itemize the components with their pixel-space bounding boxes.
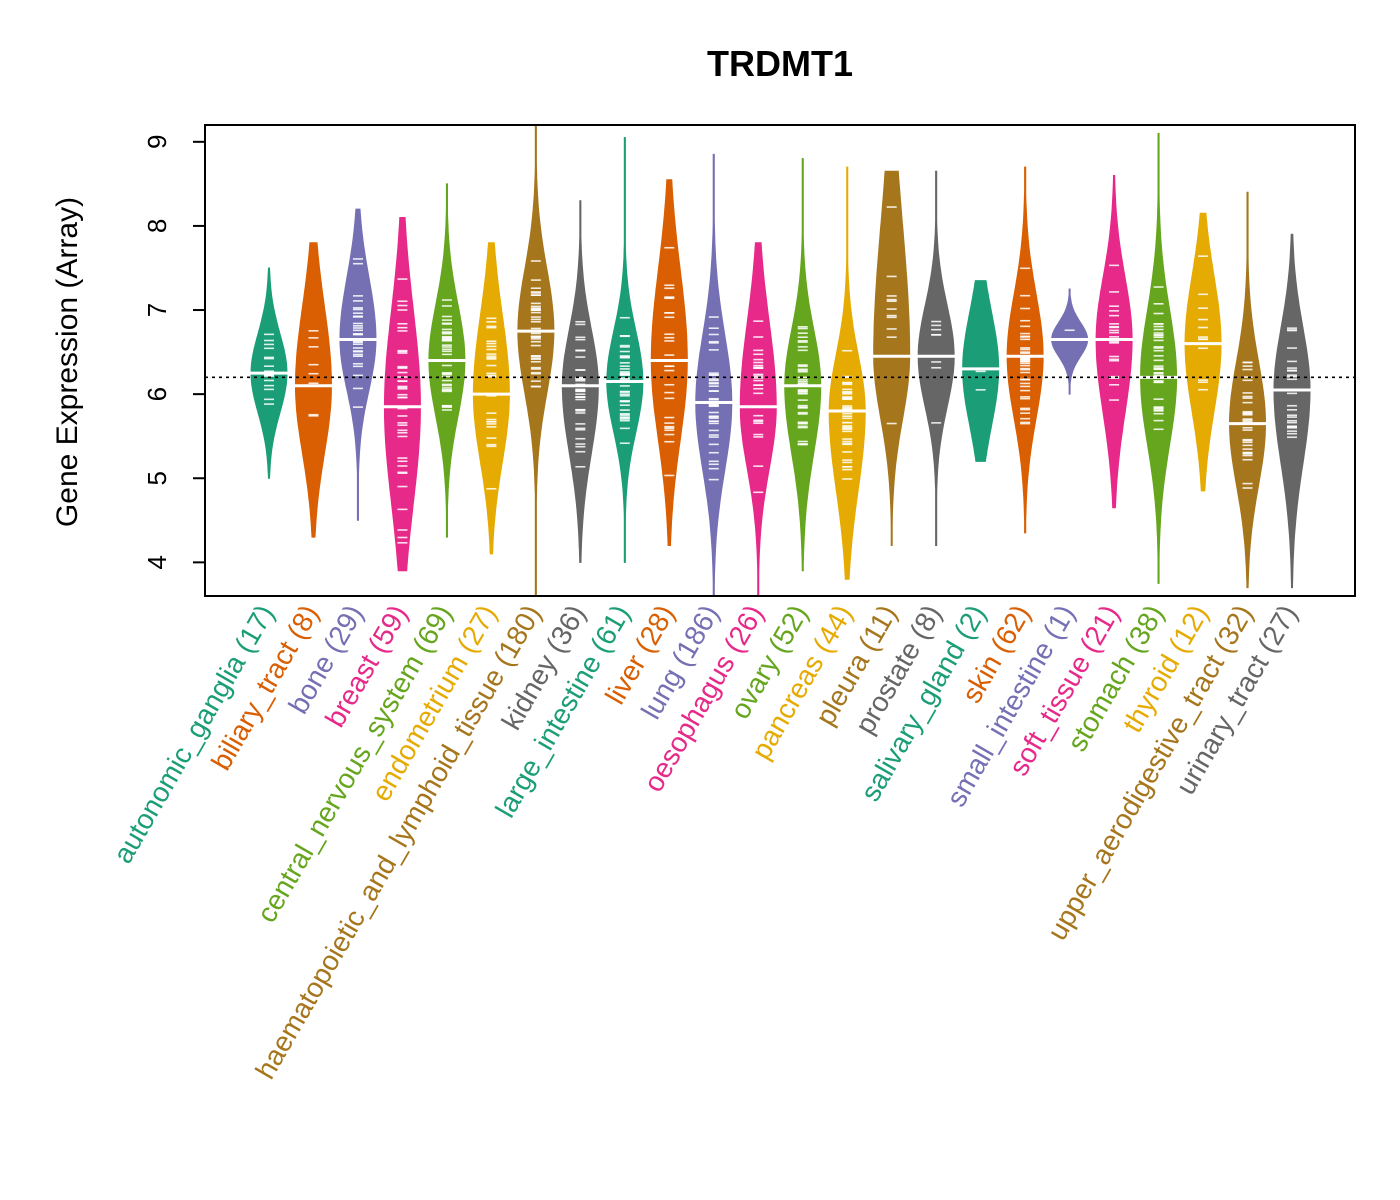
- violin-layer: [250, 124, 1311, 597]
- violin-pleura: [872, 170, 911, 546]
- y-tick-label: 5: [142, 471, 172, 485]
- violin-kidney: [561, 200, 600, 563]
- violin-haematopoietic_and_lymphoid_tissue: [516, 124, 555, 597]
- violin-soft_tissue: [1095, 175, 1134, 509]
- violin-prostate: [917, 170, 956, 546]
- violin-central_nervous_system: [427, 183, 466, 538]
- violin-ovary: [783, 158, 822, 572]
- y-axis: 4 5 6 7 8 9: [142, 135, 205, 570]
- plot-frame: [204, 124, 1356, 597]
- chart-title: TRDMT1: [707, 43, 853, 84]
- violin-pancreas: [828, 166, 867, 580]
- violin-salivary_gland: [961, 280, 1000, 462]
- y-axis-label: Gene Expression (Array): [51, 197, 84, 527]
- violin-stomach: [1139, 132, 1178, 584]
- y-tick-label: 9: [142, 135, 172, 149]
- violin-endometrium: [472, 242, 511, 555]
- violin-lung: [694, 153, 733, 597]
- y-tick-label: 4: [142, 555, 172, 569]
- violin-thyroid: [1184, 212, 1223, 492]
- violin-upper_aerodigestive_tract: [1228, 191, 1267, 589]
- violin-autonomic_ganglia: [250, 267, 288, 479]
- y-tick-label: 6: [142, 387, 172, 401]
- violin-liver: [650, 179, 689, 546]
- category-labels: autonomic_ganglia (17)biliary_tract (8)b…: [107, 600, 1303, 1085]
- y-tick-label: 7: [142, 303, 172, 317]
- violin-oesophagus: [739, 242, 778, 597]
- violin-large_intestine: [605, 137, 644, 563]
- violin-urinary_tract: [1273, 233, 1311, 589]
- violin-bone: [338, 208, 377, 521]
- y-tick-label: 8: [142, 219, 172, 233]
- violin-biliary_tract: [294, 242, 333, 538]
- violin-breast: [383, 217, 422, 572]
- violin-skin: [1006, 166, 1045, 534]
- violin-small_intestine: [1050, 288, 1089, 395]
